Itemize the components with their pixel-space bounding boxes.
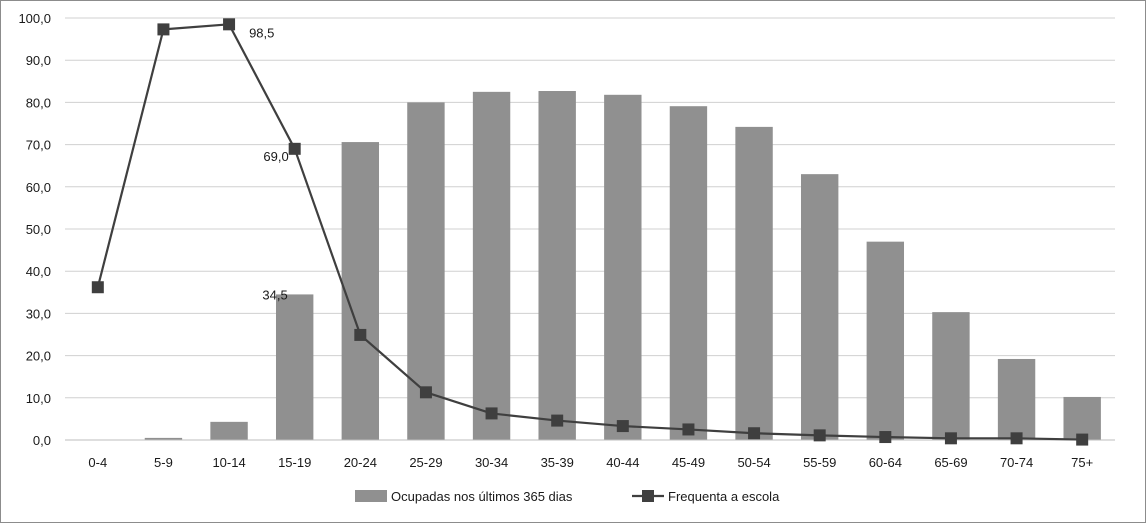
line-marker <box>682 423 695 436</box>
x-tick-label: 65-69 <box>934 455 967 470</box>
bar <box>604 94 642 440</box>
data-label: 34,5 <box>262 287 287 302</box>
x-tick-label: 5-9 <box>154 455 173 470</box>
line-marker <box>288 142 301 155</box>
x-tick-label: 55-59 <box>803 455 836 470</box>
line-series-path <box>96 23 1083 441</box>
y-tick-label: 90,0 <box>26 53 51 68</box>
y-tick-label: 0,0 <box>33 433 51 448</box>
y-tick-label: 10,0 <box>26 391 51 406</box>
y-tick-label: 100,0 <box>18 11 51 26</box>
line-marker <box>354 328 367 341</box>
x-tick-label: 10-14 <box>212 455 245 470</box>
x-axis-tick-labels: 0-4 5-9 10-14 15-19 20-24 25-29 30-34 35-39 40-4… <box>88 455 1093 470</box>
line-marker <box>91 281 104 294</box>
y-tick-label: 40,0 <box>26 264 51 279</box>
line-marker <box>485 407 498 420</box>
line-marker <box>748 427 761 440</box>
legend: Ocupadas nos últimos 365 dias Frequenta a… <box>355 489 780 504</box>
x-tick-label: 45-49 <box>672 455 705 470</box>
y-tick-label: 30,0 <box>26 306 51 321</box>
legend-line-marker <box>642 490 654 502</box>
x-tick-label: 0-4 <box>88 455 107 470</box>
x-tick-label: 60-64 <box>869 455 902 470</box>
x-tick-label: 40-44 <box>606 455 639 470</box>
line-marker <box>813 429 826 442</box>
bar <box>669 106 708 440</box>
y-axis-tick-labels: 0,0 10,0 20,0 30,0 40,0 50,0 60,0 70,0 80,0 90,0 1… <box>18 11 51 448</box>
x-tick-label: 50-54 <box>737 455 770 470</box>
x-tick-label: 70-74 <box>1000 455 1033 470</box>
x-tick-label: 15-19 <box>278 455 311 470</box>
line-marker <box>1076 433 1089 446</box>
bar <box>472 91 511 440</box>
bar <box>210 421 248 440</box>
legend-label-line: Frequenta a escola <box>668 489 780 504</box>
y-tick-label: 80,0 <box>26 95 51 110</box>
bar <box>341 142 380 440</box>
bar <box>407 102 445 441</box>
x-tick-label: 35-39 <box>541 455 574 470</box>
bar-series <box>144 91 1101 441</box>
line-marker <box>879 431 892 444</box>
bar <box>144 437 183 440</box>
bar <box>997 358 1036 440</box>
x-tick-label: 75+ <box>1071 455 1093 470</box>
legend-bar-swatch <box>355 490 387 502</box>
y-tick-label: 60,0 <box>26 180 51 195</box>
bar <box>538 91 576 441</box>
x-tick-label: 30-34 <box>475 455 508 470</box>
data-label: 69,0 <box>263 149 288 164</box>
x-tick-label: 20-24 <box>344 455 377 470</box>
legend-label-bar: Ocupadas nos últimos 365 dias <box>391 489 573 504</box>
bar <box>800 174 839 440</box>
line-marker <box>157 23 170 36</box>
bar <box>735 126 773 440</box>
line-marker <box>944 432 957 445</box>
line-marker <box>616 420 629 433</box>
x-tick-label: 25-29 <box>409 455 442 470</box>
bar <box>1063 396 1101 440</box>
line-series <box>91 18 1089 446</box>
bar <box>275 294 314 440</box>
y-tick-label: 70,0 <box>26 138 51 153</box>
data-label: 98,5 <box>249 25 274 40</box>
line-marker <box>223 18 236 31</box>
bar <box>866 241 905 440</box>
line-marker <box>419 386 432 399</box>
line-marker <box>1010 432 1023 445</box>
y-tick-label: 20,0 <box>26 349 51 364</box>
bar <box>932 312 970 440</box>
line-marker <box>551 414 564 427</box>
y-tick-label: 50,0 <box>26 222 51 237</box>
data-labels: 98,5 69,0 34,5 <box>249 25 289 302</box>
